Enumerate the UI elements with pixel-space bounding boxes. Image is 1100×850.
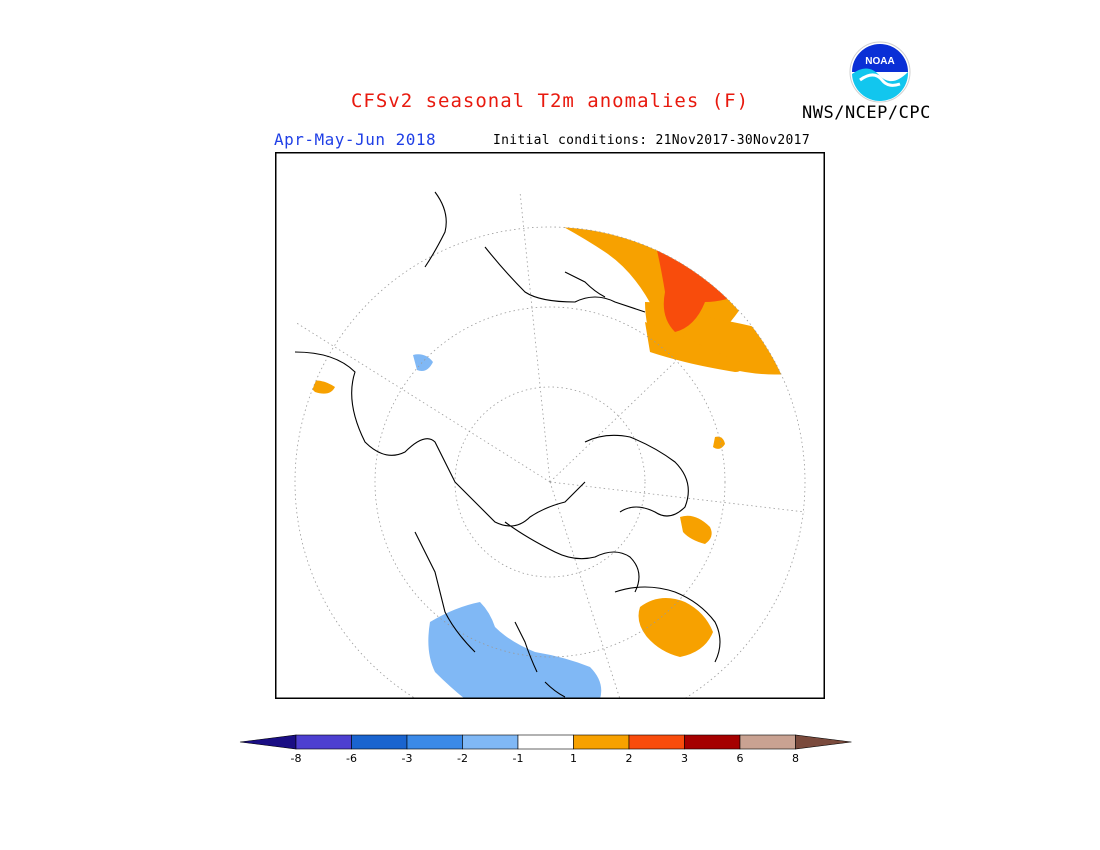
colorbar-tick-label: -1 (513, 752, 524, 765)
noaa-logo-icon: NOAA (849, 41, 911, 103)
agency-label: NWS/NCEP/CPC (802, 103, 931, 123)
map-background (275, 152, 825, 699)
colorbar-tick-label: -8 (291, 752, 302, 765)
colorbar-tick-label: 1 (570, 752, 577, 765)
chart-title: CFSv2 seasonal T2m anomalies (F) (0, 90, 1100, 112)
colorbar-swatch (462, 734, 519, 750)
anomaly-warm1-siberia-coast (645, 322, 742, 372)
colorbar: -8 -6 -3 -2 -1 1 2 3 6 8 (239, 734, 852, 765)
season-label: Apr-May-Jun 2018 (274, 130, 437, 149)
chart-title-text: CFSv2 seasonal T2m anomalies (F) (350, 90, 750, 112)
anomaly-warm1-east-arc (680, 515, 712, 544)
colorbar-swatch (684, 734, 741, 750)
noaa-logo-text: NOAA (865, 56, 894, 67)
colorbar-swatch (406, 734, 463, 750)
anomaly-cool1-north-america (428, 602, 602, 699)
colorbar-arrow-left (239, 734, 297, 750)
coastlines (294, 191, 721, 698)
anomaly-warm1-europe (638, 598, 713, 657)
colorbar-swatches (239, 734, 852, 750)
colorbar-tick-label: 6 (737, 752, 744, 765)
colorbar-tick-label: -3 (402, 752, 413, 765)
colorbar-tick-label: -2 (457, 752, 468, 765)
colorbar-swatch (517, 734, 574, 750)
initial-conditions-label: Initial conditions: 21Nov2017-30Nov2017 (493, 133, 810, 148)
colorbar-tick-label: 3 (681, 752, 688, 765)
colorbar-tick-label: 2 (626, 752, 633, 765)
colorbar-swatch (295, 734, 352, 750)
map-border (275, 152, 825, 699)
graticule (294, 191, 806, 699)
colorbar-arrow-right (795, 734, 852, 750)
colorbar-tick-label: -6 (346, 752, 357, 765)
polar-map (275, 152, 825, 699)
colorbar-swatch (351, 734, 408, 750)
colorbar-swatch (628, 734, 685, 750)
anomaly-warm1-east-spot (713, 436, 725, 449)
colorbar-tick-label: 8 (792, 752, 799, 765)
colorbar-swatch (739, 734, 796, 750)
colorbar-labels: -8 -6 -3 -2 -1 1 2 3 6 8 (291, 752, 799, 765)
colorbar-swatch (573, 734, 630, 750)
